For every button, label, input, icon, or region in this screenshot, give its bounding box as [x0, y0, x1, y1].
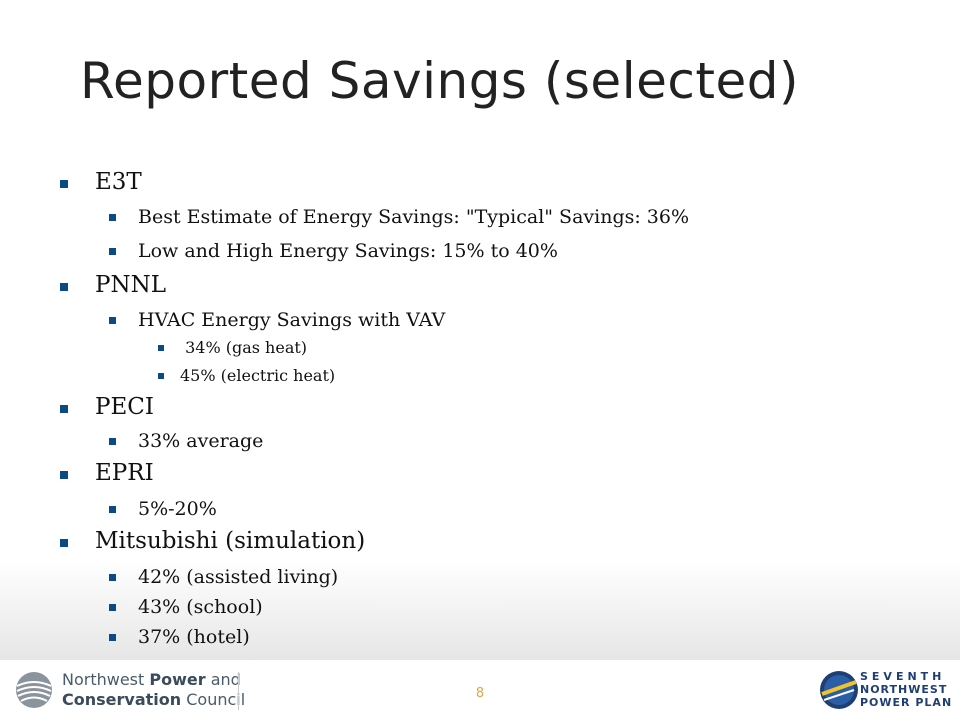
background-gradient [0, 560, 960, 660]
bullet-marker [109, 438, 116, 445]
bullet-marker [158, 345, 164, 351]
bullet-peci: PECI [95, 394, 154, 420]
bullet-e3t-low-high: Low and High Energy Savings: 15% to 40% [138, 240, 558, 262]
bullet-marker [109, 248, 116, 255]
power-plan-wordmark: SEVENTH NORTHWEST POWER PLAN [860, 670, 952, 709]
council-name-northwest: Northwest [62, 670, 150, 689]
bullet-marker [60, 471, 68, 479]
bullet-e3t-best-estimate: Best Estimate of Energy Savings: "Typica… [138, 206, 690, 228]
council-name-line-2: Conservation Council [62, 690, 262, 710]
council-name-council: Council [181, 690, 246, 709]
bullet-marker [60, 180, 68, 188]
council-name-line-1: Northwest Power and [62, 670, 262, 690]
power-plan-power-plan: POWER PLAN [860, 696, 953, 709]
bullet-mitsubishi-assisted-living: 42% (assisted living) [138, 566, 339, 588]
power-plan-logo-icon [820, 671, 858, 709]
bullet-marker [60, 539, 68, 547]
council-name: Northwest Power and Conservation Council [62, 670, 262, 710]
bullet-pnnl-gas-heat: 34% (gas heat) [180, 338, 308, 357]
footer-divider [238, 672, 239, 710]
power-plan-seventh: SEVENTH [860, 670, 946, 683]
bullet-e3t: E3T [95, 169, 142, 195]
page-number: 8 [475, 686, 485, 701]
council-name-conservation: Conservation [62, 690, 182, 709]
bullet-marker [109, 214, 116, 221]
bullet-peci-average: 33% average [138, 430, 264, 452]
bullet-marker [109, 604, 116, 611]
council-name-and: and [205, 670, 241, 689]
slide-title: Reported Savings (selected) [80, 52, 799, 110]
bullet-pnnl-hvac: HVAC Energy Savings with VAV [138, 309, 446, 331]
council-logo-icon [16, 672, 52, 708]
bullet-epri-range: 5%-20% [138, 498, 217, 520]
power-plan-northwest: NORTHWEST [860, 683, 948, 696]
bullet-mitsubishi-school: 43% (school) [138, 596, 263, 618]
slide-footer: Northwest Power and Conservation Council… [0, 660, 960, 720]
bullet-marker [109, 317, 116, 324]
bullet-marker [109, 634, 116, 641]
council-name-power: Power [149, 670, 206, 689]
bullet-marker [60, 283, 68, 291]
bullet-pnnl-electric-heat: 45% (electric heat) [180, 366, 336, 385]
bullet-pnnl: PNNL [95, 272, 166, 298]
bullet-mitsubishi-hotel: 37% (hotel) [138, 626, 250, 648]
bullet-marker [60, 405, 68, 413]
bullet-mitsubishi: Mitsubishi (simulation) [95, 528, 366, 554]
bullet-marker [109, 506, 116, 513]
bullet-marker [158, 373, 164, 379]
bullet-epri: EPRI [95, 460, 154, 486]
bullet-marker [109, 574, 116, 581]
